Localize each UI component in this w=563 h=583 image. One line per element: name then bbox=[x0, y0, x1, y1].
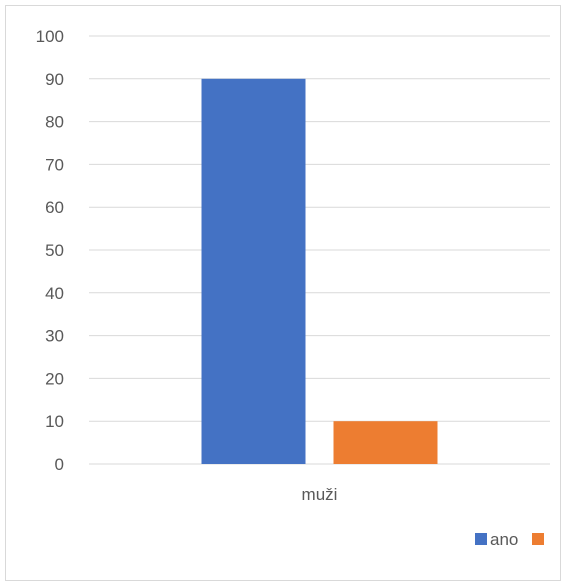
y-tick-label: 100 bbox=[36, 27, 64, 46]
legend-swatch bbox=[475, 533, 487, 545]
bar-series-2 bbox=[333, 421, 438, 464]
y-tick-label: 20 bbox=[45, 369, 64, 388]
y-axis-tick-labels: 0 10 20 30 40 50 60 70 80 90 100 bbox=[36, 27, 64, 474]
x-category-label: muži bbox=[302, 485, 338, 504]
legend-swatch bbox=[532, 533, 544, 545]
y-tick-label: 0 bbox=[55, 455, 64, 474]
x-axis-category-labels: muži bbox=[302, 485, 338, 504]
legend-label: ano bbox=[490, 530, 518, 549]
y-tick-label: 60 bbox=[45, 198, 64, 217]
y-tick-label: 80 bbox=[45, 113, 64, 132]
y-tick-label: 50 bbox=[45, 241, 64, 260]
gridlines bbox=[89, 35, 550, 465]
legend: ano bbox=[475, 530, 544, 549]
y-tick-label: 10 bbox=[45, 412, 64, 431]
y-tick-label: 30 bbox=[45, 327, 64, 346]
bar-series-1 bbox=[201, 78, 306, 465]
y-tick-label: 70 bbox=[45, 155, 64, 174]
bars bbox=[201, 78, 438, 465]
y-tick-label: 90 bbox=[45, 70, 64, 89]
y-tick-label: 40 bbox=[45, 284, 64, 303]
